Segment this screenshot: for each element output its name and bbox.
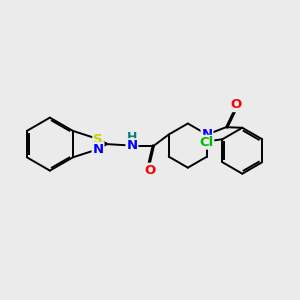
Text: N: N bbox=[92, 143, 104, 156]
Text: S: S bbox=[93, 133, 103, 146]
Text: O: O bbox=[230, 98, 242, 111]
Text: H: H bbox=[127, 131, 137, 144]
Text: Cl: Cl bbox=[199, 136, 213, 149]
Text: N: N bbox=[201, 128, 212, 141]
Text: O: O bbox=[144, 164, 155, 176]
Text: N: N bbox=[126, 139, 137, 152]
